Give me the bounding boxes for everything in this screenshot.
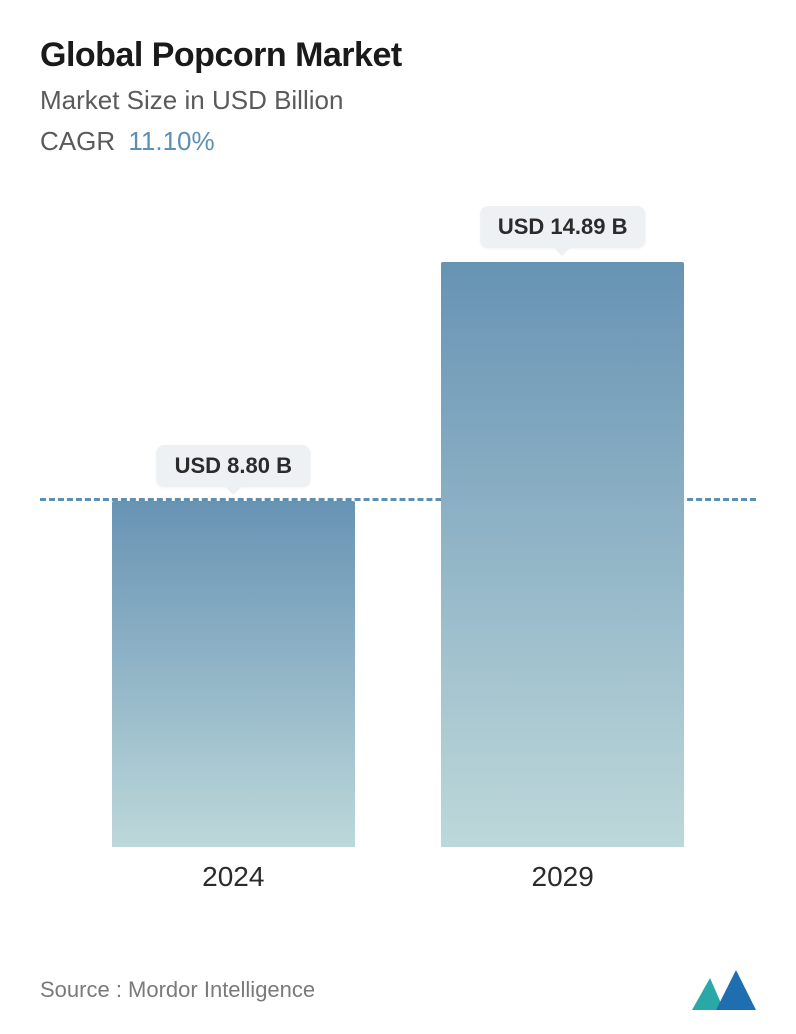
brand-logo-icon: [692, 970, 756, 1010]
chart-area: USD 8.80 B USD 14.89 B 2024 2029: [40, 187, 756, 960]
chart-subtitle: Market Size in USD Billion: [40, 85, 756, 116]
cagr-value: 11.10%: [128, 126, 214, 156]
bar-2024: [112, 501, 355, 847]
cagr-label: CAGR: [40, 126, 115, 156]
bar-2029: [441, 262, 684, 847]
x-label-2029: 2029: [532, 861, 594, 893]
bar-chart: USD 8.80 B USD 14.89 B: [40, 187, 756, 847]
chart-title: Global Popcorn Market: [40, 36, 756, 75]
value-bubble-2024: USD 8.80 B: [157, 445, 310, 487]
x-label-2024: 2024: [202, 861, 264, 893]
source-text: Source : Mordor Intelligence: [40, 977, 315, 1003]
x-axis-labels: 2024 2029: [40, 847, 756, 907]
footer: Source : Mordor Intelligence: [40, 970, 756, 1010]
cagr-row: CAGR 11.10%: [40, 126, 756, 157]
value-bubble-2029: USD 14.89 B: [480, 206, 646, 248]
